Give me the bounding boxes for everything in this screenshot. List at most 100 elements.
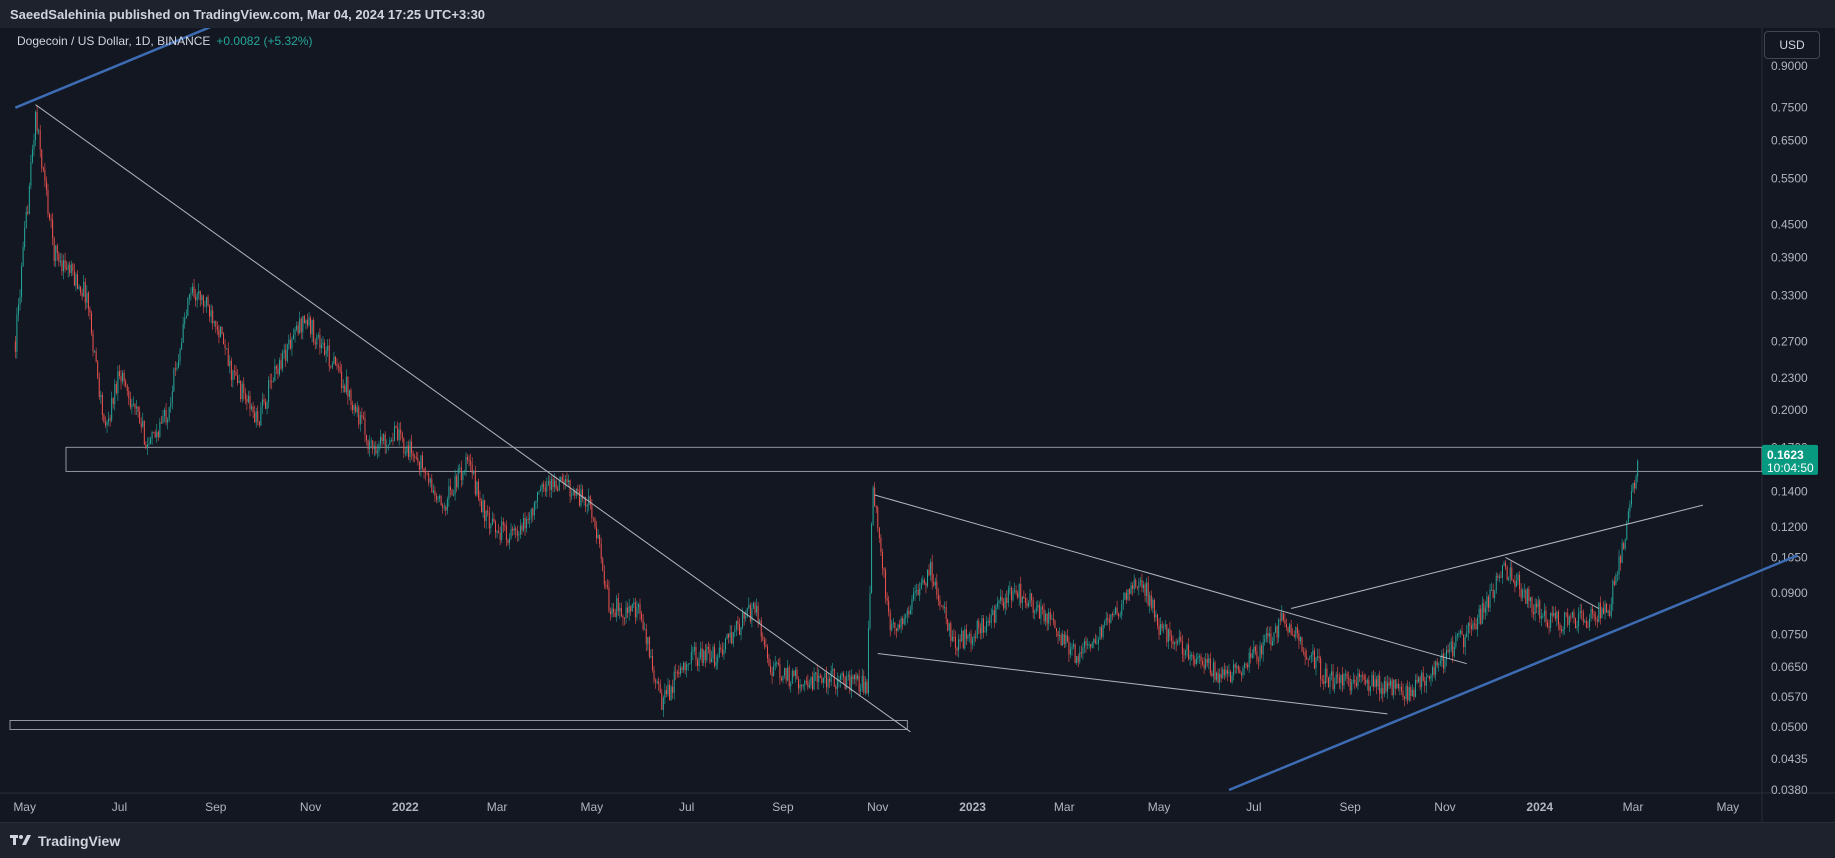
candle-body <box>1152 599 1154 608</box>
candle-body <box>490 525 492 529</box>
candle-body <box>591 505 593 518</box>
candle-body <box>1539 600 1541 619</box>
candle-body <box>1369 686 1371 692</box>
candle-body <box>600 543 602 559</box>
candle-body <box>1296 627 1298 634</box>
candle-body <box>1635 476 1637 489</box>
candle-body <box>265 401 267 409</box>
candle-body <box>599 534 601 544</box>
candle-body <box>756 605 758 613</box>
candle-body <box>1192 654 1194 660</box>
candle-body <box>1495 575 1497 592</box>
candle-body <box>193 286 195 297</box>
price-tick-label: 0.3300 <box>1771 289 1808 303</box>
candle-body <box>111 398 113 421</box>
candle-body <box>1136 586 1138 588</box>
time-tick-label: May <box>13 800 36 814</box>
candle-body <box>202 295 204 306</box>
candle-body <box>491 518 493 526</box>
candle-body <box>1102 624 1104 638</box>
candle-body <box>445 506 447 511</box>
candle-body <box>628 605 630 613</box>
candle-body <box>922 579 924 583</box>
candle-body <box>508 538 510 543</box>
price-tick-label: 0.0380 <box>1771 783 1808 797</box>
candle-body <box>97 361 99 378</box>
candle-body <box>80 286 82 294</box>
candle-body <box>289 339 291 349</box>
candle-body <box>1404 697 1406 699</box>
candle-body <box>1175 642 1177 644</box>
candle-body <box>819 675 821 678</box>
candle-body <box>499 533 501 540</box>
candle-body <box>434 490 436 496</box>
candle-body <box>223 333 225 345</box>
candle-body <box>1194 659 1196 665</box>
chart-area[interactable]: 0.9000 0.7500 0.6500 0.5500 0.4500 0.3900 0.33… <box>0 28 1835 822</box>
candle-body <box>63 260 65 272</box>
candle-body <box>1565 612 1567 614</box>
candle-body <box>1197 656 1199 659</box>
candle-body <box>1298 633 1300 642</box>
candle-body <box>404 452 406 454</box>
candle-body <box>1094 639 1096 644</box>
candle-body <box>776 662 778 664</box>
candle-body <box>779 664 781 678</box>
candle-body <box>1601 608 1603 619</box>
candle-body <box>429 478 431 483</box>
candle-body <box>728 634 730 638</box>
candle-body <box>1107 617 1109 620</box>
candle-body <box>707 646 709 649</box>
candle-body <box>939 600 941 606</box>
candle-body <box>1323 680 1325 684</box>
candle-body <box>1257 660 1259 662</box>
candle-body <box>266 402 268 409</box>
candle-body <box>1133 579 1135 589</box>
candle-body <box>667 684 669 694</box>
candle-body <box>235 371 237 376</box>
candle-body <box>174 368 176 370</box>
candle-body <box>1478 608 1480 618</box>
candle-body <box>338 366 340 368</box>
candle-body <box>889 612 891 631</box>
candle-body <box>1629 504 1631 512</box>
candle-body <box>182 323 184 343</box>
candle-body <box>49 213 51 219</box>
candle-body <box>981 618 983 634</box>
candle-body <box>271 381 273 383</box>
candle-body <box>818 675 820 682</box>
candle-body <box>1127 589 1129 600</box>
candle-body <box>299 318 301 334</box>
candle-body <box>73 270 75 286</box>
currency-button[interactable]: USD <box>1764 31 1820 59</box>
candle-body <box>331 364 333 368</box>
candle-body <box>1093 639 1095 643</box>
candle-body <box>1172 640 1174 645</box>
candle-body <box>1234 664 1236 668</box>
candle-body <box>319 334 321 349</box>
candle-body <box>47 190 49 214</box>
candle-body <box>637 604 639 608</box>
candle-body <box>892 622 894 624</box>
candle-body <box>356 407 358 413</box>
candle-body <box>1498 576 1500 578</box>
tradingview-logo[interactable]: TradingView <box>0 833 120 849</box>
candle-body <box>33 139 35 150</box>
time-tick-label: Jul <box>112 800 127 814</box>
candle-body <box>1205 659 1207 669</box>
candle-body <box>317 334 319 337</box>
candle-body <box>204 305 206 307</box>
candle-body <box>1604 603 1606 614</box>
chart-canvas[interactable]: 0.9000 0.7500 0.6500 0.5500 0.4500 0.3900 0.33… <box>0 28 1835 822</box>
candle-body <box>659 684 661 693</box>
candle-body <box>1503 562 1505 566</box>
candle-body <box>380 437 382 445</box>
wedge-bottom-line <box>877 653 1388 715</box>
candle-body <box>64 260 66 269</box>
candle-body <box>473 470 475 474</box>
candle-body <box>1533 612 1535 615</box>
candle-body <box>888 600 890 613</box>
candle-body <box>777 662 779 665</box>
candle-body <box>439 496 441 499</box>
candle-body <box>1059 635 1061 637</box>
